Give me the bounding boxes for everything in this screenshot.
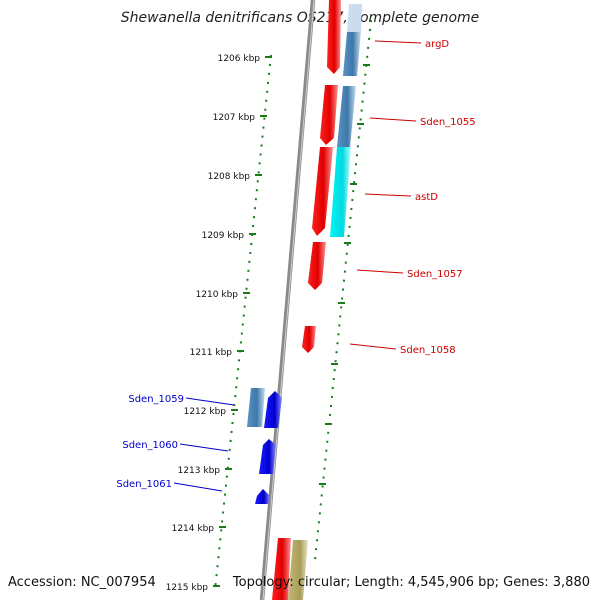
gene-label-leader <box>374 40 422 44</box>
gene-sden-1061[interactable] <box>255 489 270 504</box>
scale-ticks <box>213 56 370 587</box>
gene-label-leader <box>185 397 235 406</box>
gene-label[interactable]: astD <box>415 192 438 203</box>
gene-labels: argD Sden_1055 astD Sden_1057 Sden_1058 Sden_… <box>116 39 476 492</box>
gene-label[interactable]: argD <box>425 39 449 50</box>
gene-astD[interactable] <box>312 147 333 236</box>
gene-argD[interactable] <box>327 0 341 74</box>
scale-tick-label: 1209 kbp <box>202 231 245 241</box>
scale-tick-label: 1212 kbp <box>184 407 227 417</box>
scale-tick-label: 1215 kbp <box>166 583 209 593</box>
genome-backbone-highlight <box>262 0 315 600</box>
gene-label[interactable]: Sden_1055 <box>420 117 476 128</box>
feature-steel-argD <box>343 32 361 76</box>
feature-steel-sden-1055 <box>337 86 356 147</box>
gene-sden-1059[interactable] <box>264 391 282 428</box>
gene-label[interactable]: Sden_1057 <box>407 269 463 280</box>
feature-steel-sden-1059 <box>247 388 265 427</box>
gene-bottom-forward[interactable] <box>272 538 291 600</box>
gene-sden-1058[interactable] <box>302 326 316 353</box>
gene-label[interactable]: Sden_1059 <box>128 394 184 405</box>
gene-label-leader <box>356 269 404 274</box>
gene-label-leader <box>369 117 417 122</box>
accession-label: Accession: NC_007954 <box>8 575 156 590</box>
feature-cyan-astD <box>330 147 351 237</box>
left-guide-rail <box>214 54 272 591</box>
right-guide-rail <box>314 19 372 561</box>
genome-backbone <box>259 0 316 600</box>
scale-tick-label: 1208 kbp <box>208 172 251 182</box>
feature-pale-argD <box>347 4 362 32</box>
gene-sden-1057[interactable] <box>308 242 326 290</box>
scale-tick-label: 1213 kbp <box>178 466 221 476</box>
gene-label[interactable]: Sden_1061 <box>116 479 172 490</box>
scale-tick-labels: 1206 kbp 1207 kbp 1208 kbp 1209 kbp 1210 kbp… <box>166 54 261 593</box>
map-title: Shewanella denitrificans OS217, complete… <box>120 10 480 26</box>
gene-label[interactable]: Sden_1058 <box>400 345 456 356</box>
scale-tick-label: 1214 kbp <box>172 524 215 534</box>
gene-label-leader <box>349 343 397 350</box>
scale-tick-label: 1206 kbp <box>218 54 261 64</box>
gene-label-leader <box>173 482 223 492</box>
gene-sden-1060[interactable] <box>259 439 276 474</box>
scale-tick-label: 1210 kbp <box>196 290 239 300</box>
feature-khaki-bottom <box>288 540 308 600</box>
gene-label[interactable]: Sden_1060 <box>122 440 178 451</box>
gene-label-leader <box>364 193 412 197</box>
gene-label-leader <box>179 443 229 452</box>
topology-label: Topology: circular; Length: 4,545,906 bp… <box>232 575 590 590</box>
scale-tick-label: 1211 kbp <box>190 348 233 358</box>
scale-tick-label: 1207 kbp <box>213 113 256 123</box>
gene-sden-1055[interactable] <box>320 85 338 145</box>
